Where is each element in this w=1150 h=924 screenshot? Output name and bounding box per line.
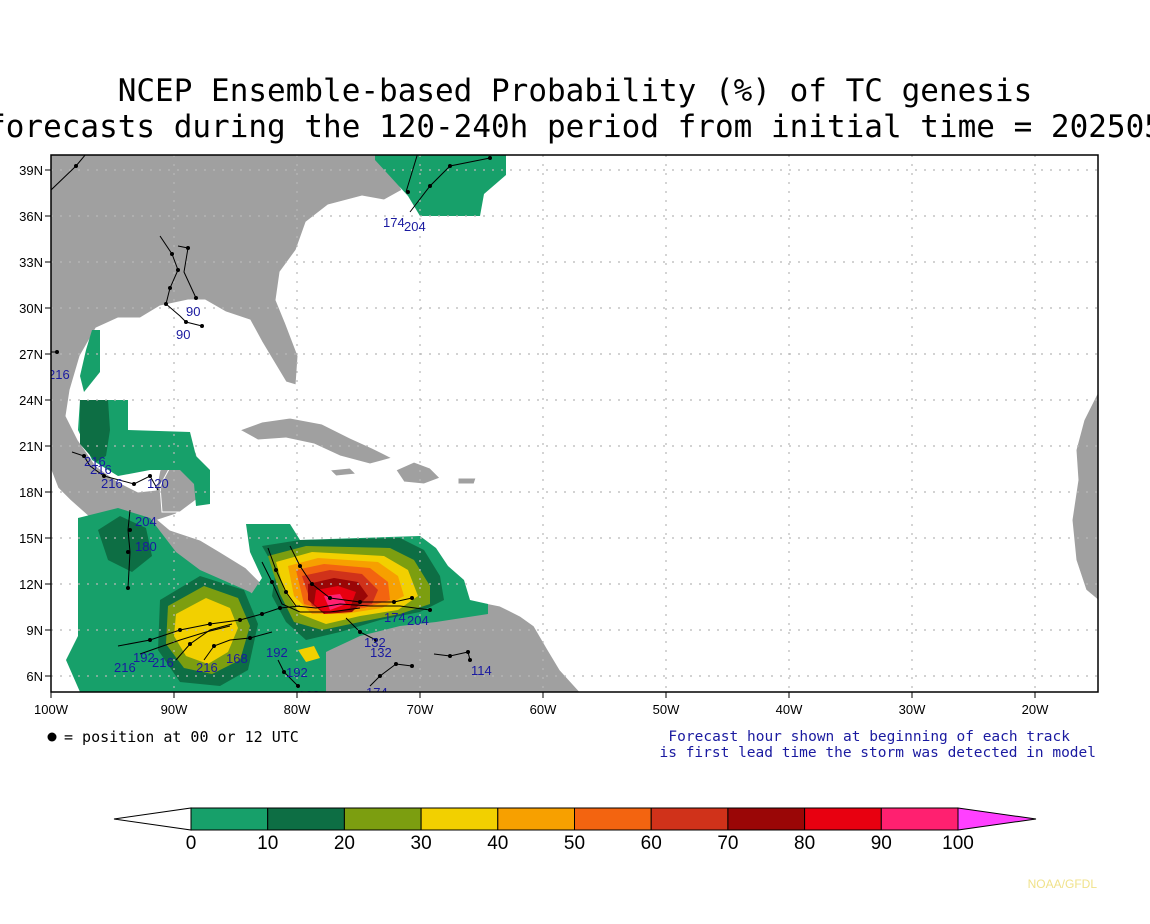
prob-30-40-east-pacific-south — [298, 646, 320, 662]
colorbar-tick-label: 40 — [487, 833, 508, 854]
colorbar-segment — [574, 807, 652, 831]
prob-0-10-gulf-west — [80, 330, 100, 392]
y-tick-label: 6N — [26, 669, 43, 684]
colorbar-tick-label: 50 — [564, 833, 585, 854]
track-label: 174 — [383, 215, 405, 230]
position-legend-note: = position at 00 or 12 UTC — [64, 728, 299, 746]
x-tick-label: 50W — [653, 702, 680, 717]
track-label: 132 — [370, 645, 392, 660]
colorbar-tick-label: 20 — [334, 833, 355, 854]
track-label: 90 — [176, 327, 190, 342]
map-frame — [50, 154, 1099, 693]
colorbar-segments — [190, 807, 1037, 831]
colorbar-tick-label: 90 — [871, 833, 892, 854]
track-label: 204 — [407, 613, 429, 628]
track-label: 192 — [133, 650, 155, 665]
colorbar-segment — [190, 807, 269, 831]
colorbar-tick-label: 100 — [942, 833, 974, 854]
x-tick-label: 40W — [776, 702, 803, 717]
y-tick-label: 18N — [19, 485, 43, 500]
y-tick-label: 30N — [19, 301, 43, 316]
colorbar-segment — [420, 807, 499, 831]
figure-title-line-2: for forecasts during the 120-240h period… — [0, 109, 1150, 145]
colorbar: 0 10 20 30 40 50 60 70 80 90 100 — [113, 807, 1037, 854]
track-label: 168 — [298, 688, 320, 703]
x-tick-label: 100W — [34, 702, 69, 717]
colorbar-segment — [267, 807, 345, 831]
track-label: 216 — [114, 660, 136, 675]
track-label: 180 — [135, 539, 157, 554]
track-label: 168 — [226, 651, 248, 666]
x-tick-label: 80W — [284, 702, 311, 717]
land-jamaica — [328, 467, 358, 477]
prob-0-10-bay-campeche — [78, 400, 210, 506]
colorbar-segment — [650, 807, 729, 831]
colorbar-tick-label: 70 — [717, 833, 738, 854]
x-tick-label: 70W — [407, 702, 434, 717]
y-tick-label: 27N — [19, 347, 43, 362]
track-label: 216 — [101, 476, 123, 491]
x-tick-label: 90W — [161, 702, 188, 717]
credit-label: NOAA/GFDL — [1028, 877, 1098, 891]
y-tick-label: 21N — [19, 439, 43, 454]
land-hispaniola — [395, 461, 441, 485]
y-tick-label: 15N — [19, 531, 43, 546]
colorbar-high-end-arrow — [957, 807, 1037, 831]
x-tick-label: 30W — [899, 702, 926, 717]
y-tick-label: 12N — [19, 577, 43, 592]
y-tick-label: 36N — [19, 209, 43, 224]
land-africa — [1071, 391, 1098, 601]
track-label: 204 — [135, 514, 157, 529]
colorbar-segment — [497, 807, 575, 831]
track-label: 216 — [152, 655, 174, 670]
track-label: 216 — [196, 660, 218, 675]
map-panel: 174 204 90 90 216 216 216 216 120 204 18… — [48, 154, 1099, 703]
prob-0-10-atlantic-ne — [375, 155, 506, 216]
colorbar-segment — [804, 807, 882, 831]
prob-10-20-east-pacific-a — [98, 516, 152, 572]
track-label: 192 — [286, 665, 308, 680]
colorbar-tick-label: 80 — [794, 833, 815, 854]
colorbar-low-end-arrow — [113, 807, 192, 831]
colorbar-labels: 0 10 20 30 40 50 60 70 80 90 100 — [186, 833, 974, 854]
x-tick-label: 20W — [1022, 702, 1049, 717]
track-label: 216 — [84, 454, 106, 469]
land-puerto-rico — [457, 477, 477, 485]
prob-30-40-east-pacific — [174, 598, 238, 664]
y-tick-label: 39N — [19, 163, 43, 178]
colorbar-tick-label: 30 — [411, 833, 432, 854]
forecast-note-line-2: is first lead time the storm was detecte… — [660, 745, 1097, 761]
track-label: 216 — [48, 367, 70, 382]
colorbar-segment — [880, 807, 959, 831]
track-labels: 174 204 90 90 216 216 216 216 120 204 18… — [48, 215, 492, 703]
track-label: 120 — [147, 476, 169, 491]
forecast-note-line-1: Forecast hour shown at beginning of each… — [668, 729, 1070, 745]
map-gridlines — [51, 155, 1098, 692]
colorbar-segment — [727, 807, 806, 831]
latitude-tick-labels: 39N 36N 33N 30N 27N 24N 21N 18N 15N 12N … — [19, 163, 43, 684]
track-label: 174 — [366, 685, 388, 700]
x-tick-label: 60W — [530, 702, 557, 717]
track-label: 174 — [384, 610, 406, 625]
track-label: 204 — [404, 219, 426, 234]
y-tick-label: 24N — [19, 393, 43, 408]
figure-title-line-1: NCEP Ensemble-based Probability (%) of T… — [118, 73, 1033, 109]
track-label: 90 — [186, 304, 200, 319]
track-label: 132 — [364, 635, 386, 650]
colorbar-tick-label: 10 — [257, 833, 278, 854]
track-label: 216 — [90, 462, 112, 477]
land-cuba — [238, 417, 394, 465]
colorbar-segment — [343, 807, 422, 831]
y-tick-label: 33N — [19, 255, 43, 270]
position-dot-icon — [47, 732, 57, 742]
colorbar-tick-label: 0 — [186, 833, 197, 854]
track-label: 192 — [266, 645, 288, 660]
longitude-tick-labels: 100W 90W 80W 70W 60W 50W 40W 30W 20W — [34, 702, 1049, 717]
storm-track-points — [55, 156, 492, 688]
y-tick-label: 9N — [26, 623, 43, 638]
colorbar-tick-label: 60 — [641, 833, 662, 854]
axis-tick-marks — [45, 169, 1036, 698]
track-label: 114 — [471, 663, 492, 678]
